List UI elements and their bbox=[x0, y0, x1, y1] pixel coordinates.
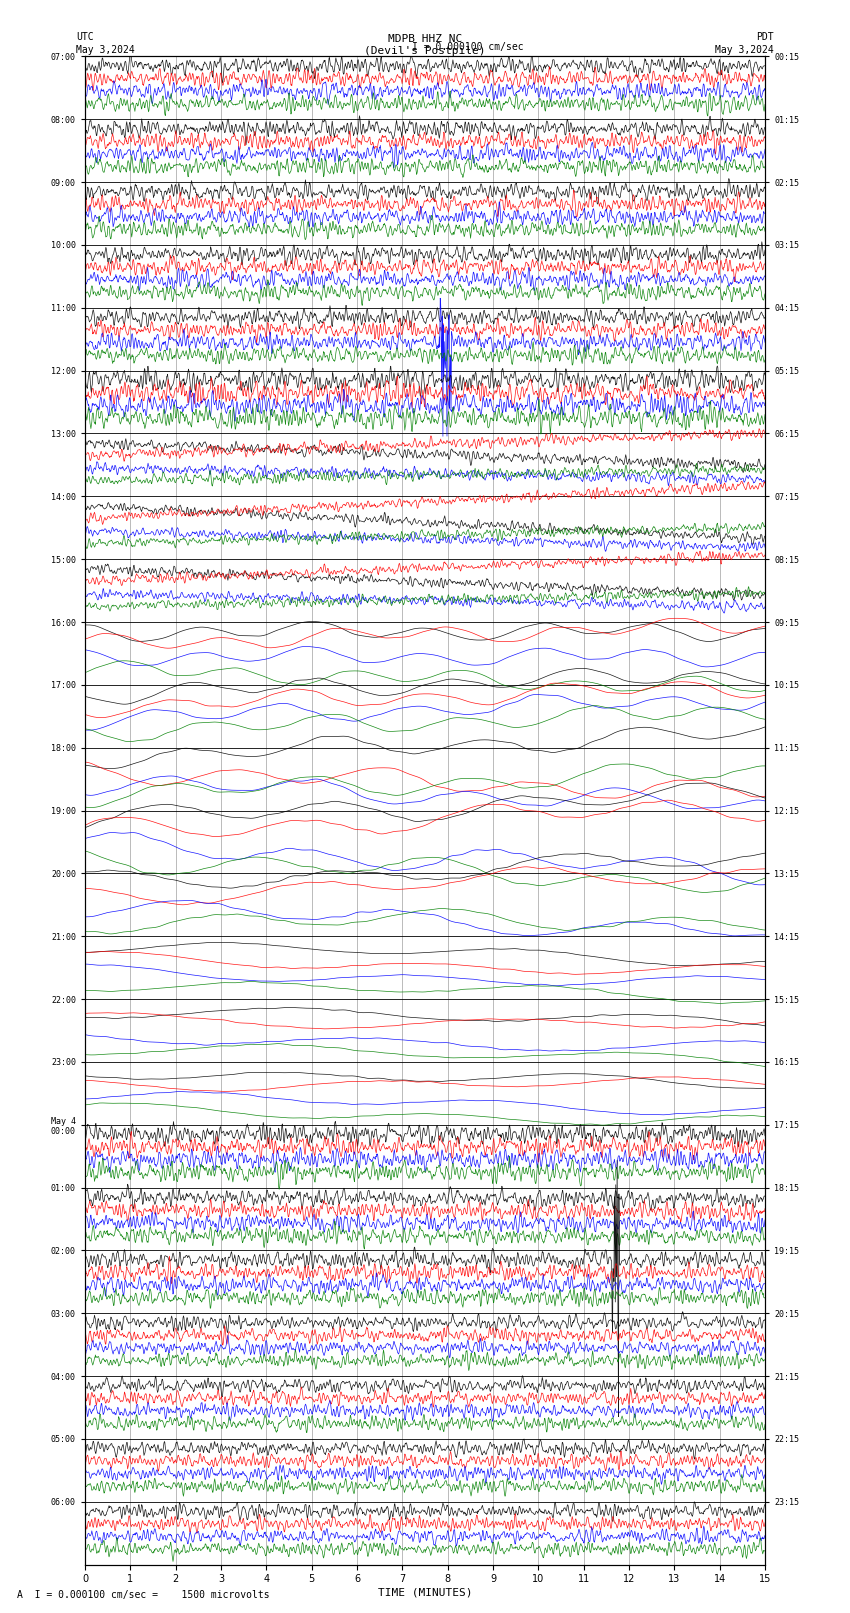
X-axis label: TIME (MINUTES): TIME (MINUTES) bbox=[377, 1587, 473, 1597]
Text: A  I = 0.000100 cm/sec =    1500 microvolts: A I = 0.000100 cm/sec = 1500 microvolts bbox=[17, 1590, 269, 1600]
Title: MDPB HHZ NC
(Devil's Postpile): MDPB HHZ NC (Devil's Postpile) bbox=[365, 34, 485, 56]
Text: UTC: UTC bbox=[76, 32, 94, 42]
Text: PDT: PDT bbox=[756, 32, 774, 42]
Text: May 3,2024: May 3,2024 bbox=[715, 45, 774, 55]
Text: May 3,2024: May 3,2024 bbox=[76, 45, 135, 55]
Text: I = 0.000100 cm/sec: I = 0.000100 cm/sec bbox=[411, 42, 524, 52]
